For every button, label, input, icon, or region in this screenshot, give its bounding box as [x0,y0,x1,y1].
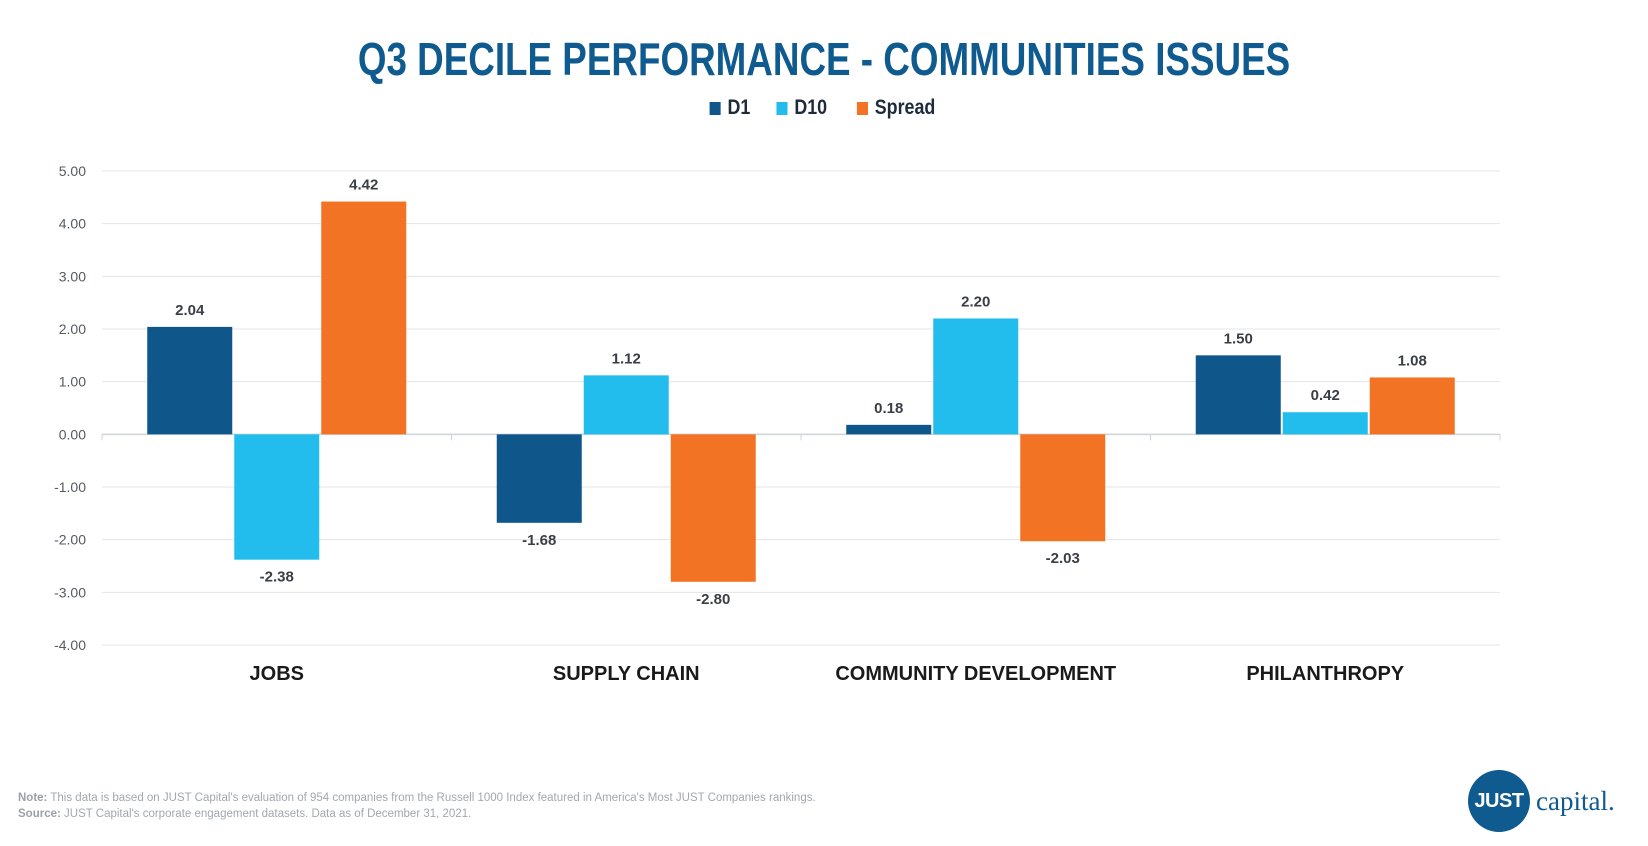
legend-item-d10: D10 [776,96,828,120]
legend-swatch-d10 [776,101,788,115]
x-category-label: JOBS [250,663,304,685]
legend-label-spread: Spread [874,96,935,119]
footer-note: Note: This data is based on JUST Capital… [18,790,816,806]
bar-spread-3 [1369,377,1455,435]
data-label: -2.38 [260,569,294,586]
footer: Note: This data is based on JUST Capital… [18,790,816,822]
y-tick-label: 4.00 [59,216,86,232]
data-label: 1.08 [1398,352,1427,369]
data-label: 0.18 [874,400,903,417]
data-label: 4.42 [349,177,378,194]
bar-d1-1 [496,434,582,523]
legend-swatch-d1 [709,101,721,115]
x-category-label: SUPPLY CHAIN [553,663,700,685]
chart-title: Q3 DECILE PERFORMANCE - COMMUNITIES ISSU… [357,33,1291,85]
data-label: 0.42 [1311,387,1340,404]
y-tick-label: -1.00 [54,479,86,495]
bar-spread-0 [321,201,407,435]
bar-d10-1 [583,375,669,435]
bar-chart: 5.00 4.00 3.00 2.00 1.00 0.00 -1.00 -2.00 -3.00 -… [54,163,1501,685]
x-category-label: PHILANTHROPY [1246,663,1404,685]
footer-source: Source: JUST Capital's corporate engagem… [18,806,816,822]
y-tick-label: 3.00 [59,268,86,284]
legend-item-d1: D1 [709,96,751,120]
y-tick-label: 2.00 [59,321,86,337]
y-tick-label: -3.00 [54,584,86,600]
y-tick-label: -4.00 [54,637,86,653]
just-capital-logo: JUST capital. [1468,770,1615,832]
logo-mark: JUST [1468,770,1530,832]
bar-d10-2 [933,318,1019,435]
legend-label-d1: D1 [727,96,751,119]
chart-legend: D1 D10 Spread [0,96,1648,120]
bar-spread-1 [670,434,756,582]
footer-source-text: JUST Capital's corporate engagement data… [64,808,472,820]
bar-d1-0 [147,326,233,435]
y-tick-label: 1.00 [59,374,86,390]
data-label: 2.04 [175,302,205,319]
legend-label-d10: D10 [794,96,828,119]
bar-d10-0 [234,434,320,560]
data-label: 1.12 [612,350,641,367]
bar-spread-2 [1020,434,1106,542]
logo-word: capital. [1536,785,1615,816]
footer-note-text: This data is based on JUST Capital's eva… [50,792,816,804]
y-tick-label: 0.00 [59,426,86,442]
footer-note-label: Note: [18,792,48,804]
legend-swatch-spread [856,101,868,115]
data-label: -1.68 [522,532,556,549]
footer-source-label: Source: [18,808,61,820]
x-category-label: COMMUNITY DEVELOPMENT [835,663,1116,685]
y-tick-label: -2.00 [54,532,86,548]
data-label: -2.80 [696,591,730,608]
data-label: -2.03 [1046,550,1080,567]
y-tick-label: 5.00 [59,163,86,179]
bar-d1-3 [1195,355,1281,435]
bar-d10-3 [1282,412,1368,435]
data-label: 2.20 [961,293,990,310]
data-label: 1.50 [1224,330,1253,347]
legend-item-spread: Spread [856,96,935,120]
bar-d1-2 [846,424,932,435]
